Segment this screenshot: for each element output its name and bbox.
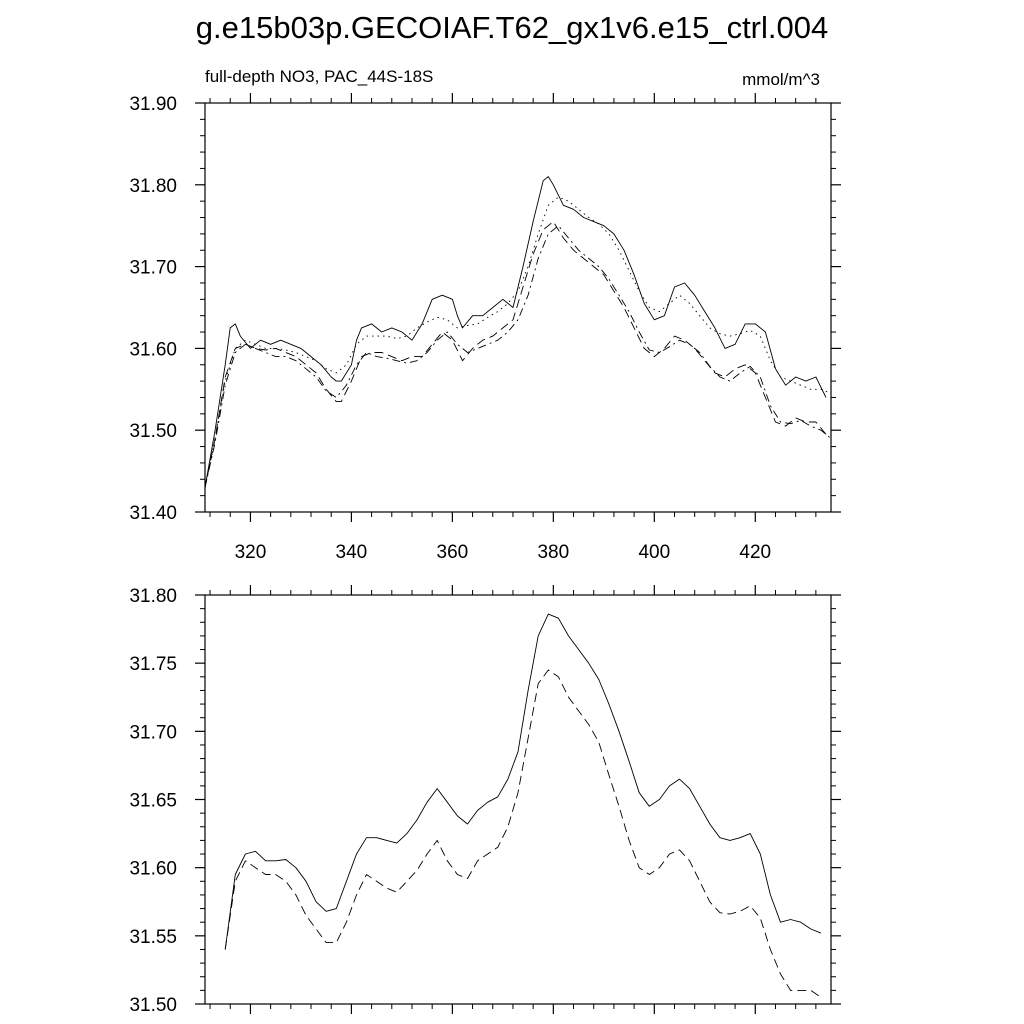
top-x-tick-label: 420	[739, 542, 771, 563]
top-series-line-dash-dot	[204, 225, 832, 488]
top-series-group	[204, 176, 832, 488]
bottom-y-tick-label: 31.65	[129, 791, 177, 812]
top-series-line-dotted	[204, 196, 832, 488]
bottom-y-tick-label: 31.55	[129, 927, 177, 948]
figure-title: g.e15b03p.GECOIAF.T62_gx1v6.e15_ctrl.004	[196, 10, 828, 45]
bottom-y-tick-label: 31.60	[129, 859, 177, 880]
top-series-line-solid	[204, 176, 827, 488]
bottom-series-line-solid	[224, 613, 822, 950]
top-x-tick-label: 380	[537, 542, 569, 563]
bottom-series-line-dashed	[224, 669, 822, 998]
bottom-axes: 31.50 31.55 31.60 31.65 31.70 31.75 31.80	[129, 585, 841, 1016]
top-plot-frame	[204, 102, 832, 513]
top-x-tick-label: 340	[336, 542, 368, 563]
top-y-tick-label: 31.80	[129, 176, 177, 197]
top-y-tick-label: 31.60	[129, 339, 177, 360]
bottom-y-tick-label: 31.50	[129, 995, 177, 1016]
top-x-tick-label: 320	[235, 542, 267, 563]
bottom-y-tick-label: 31.70	[129, 722, 177, 743]
bottom-plot-frame	[204, 594, 832, 1005]
top-y-tick-label: 31.70	[129, 258, 177, 279]
top-series-line-dashed	[204, 221, 827, 488]
top-y-tick-label: 31.90	[129, 94, 177, 115]
top-subtitle-units: mmol/m^3	[742, 70, 820, 89]
top-y-tick-label: 31.50	[129, 421, 177, 442]
top-x-tick-label: 360	[437, 542, 469, 563]
bottom-panel: 31.50 31.55 31.60 31.65 31.70 31.75 31.80	[129, 585, 841, 1016]
bottom-series-group	[224, 613, 822, 998]
top-x-tick-label: 400	[638, 542, 670, 563]
top-subtitle-left: full-depth NO3, PAC_44S-18S	[205, 67, 433, 86]
top-y-tick-label: 31.40	[129, 503, 177, 524]
top-axes: 320 340 360 380 400 420 31.40 31.50 31.60 31.70 31…	[129, 93, 841, 563]
bottom-y-tick-label: 31.75	[129, 654, 177, 675]
top-panel: full-depth NO3, PAC_44S-18S mmol/m^3 320…	[129, 67, 841, 563]
bottom-y-tick-label: 31.80	[129, 586, 177, 607]
